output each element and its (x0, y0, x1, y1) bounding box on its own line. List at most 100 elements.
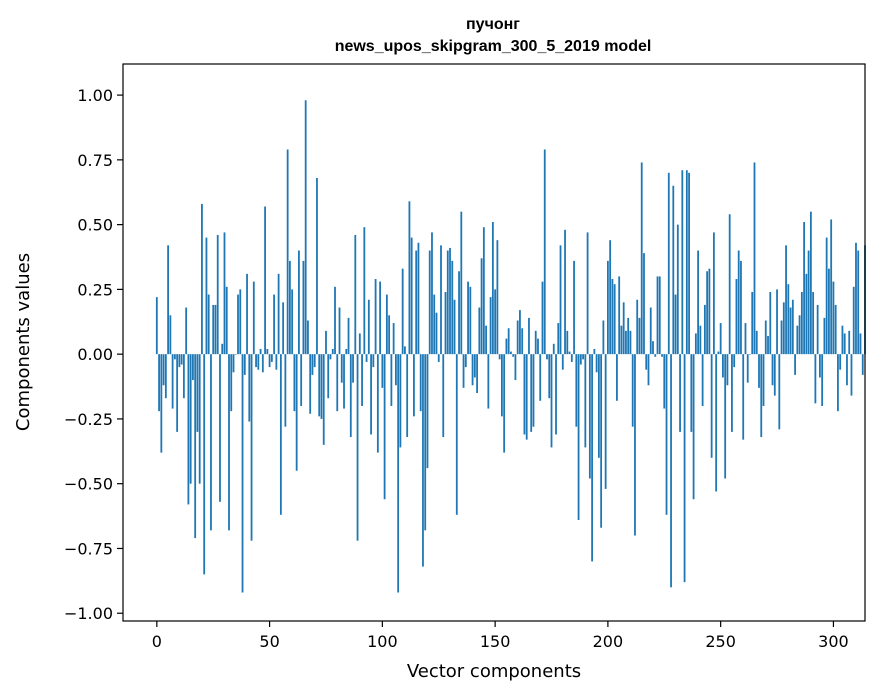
bar (548, 354, 551, 399)
chart-subtitle: news_upos_skipgram_300_5_2019 model (335, 38, 652, 55)
bar (248, 354, 251, 422)
bar (203, 354, 206, 575)
bar (482, 227, 485, 355)
bar (755, 330, 758, 355)
bar (719, 323, 722, 355)
bar (201, 203, 203, 355)
bar (694, 333, 697, 355)
bar (764, 320, 767, 355)
bar (431, 232, 433, 355)
bar (710, 354, 713, 458)
bar (555, 354, 557, 435)
bar (636, 299, 639, 355)
bar (322, 354, 325, 445)
bar (453, 299, 456, 355)
y-axis-label: Components values (13, 253, 34, 431)
bar (372, 354, 375, 368)
x-tick-label: 100 (367, 632, 398, 651)
bar (205, 237, 208, 355)
bar (638, 317, 641, 355)
bar (449, 247, 451, 355)
bar (663, 354, 666, 409)
bar (185, 307, 188, 355)
bar (361, 354, 363, 406)
bar (701, 354, 704, 406)
bar (532, 354, 535, 427)
bar (187, 354, 190, 505)
bar (597, 354, 600, 458)
bar (647, 354, 650, 386)
bar (541, 281, 544, 355)
bar (284, 354, 287, 427)
bar (735, 279, 738, 355)
bar (489, 297, 492, 355)
bar (406, 354, 409, 438)
bar (625, 330, 627, 355)
bar (392, 323, 395, 355)
bar (737, 250, 740, 355)
bar (834, 304, 837, 355)
bar (780, 320, 783, 355)
bar (196, 354, 199, 432)
y-tick-label: −0.50 (64, 475, 113, 494)
bar (670, 354, 672, 588)
bar (679, 354, 681, 432)
bar (803, 222, 805, 355)
bar (825, 237, 828, 355)
bar (773, 354, 776, 396)
bar (210, 354, 212, 531)
bar (182, 354, 185, 399)
bar (286, 149, 289, 355)
bar (307, 320, 309, 355)
bar (627, 317, 630, 355)
bar (207, 294, 210, 355)
bar (331, 348, 334, 355)
bar (469, 286, 472, 355)
bar (652, 341, 654, 355)
bar (444, 291, 447, 355)
bar (778, 354, 781, 430)
bar (715, 354, 718, 492)
bar (616, 354, 618, 401)
bar (539, 354, 542, 401)
bar (259, 348, 262, 355)
bar (661, 354, 663, 357)
bar (385, 294, 388, 355)
bar (568, 351, 571, 355)
bar (241, 354, 244, 593)
bar (491, 222, 494, 355)
bar (631, 354, 634, 427)
bar (476, 354, 478, 394)
bar (173, 354, 176, 360)
bar (458, 271, 460, 355)
bar (843, 333, 846, 355)
bar (681, 170, 684, 355)
bar (428, 250, 431, 355)
bar (320, 354, 323, 419)
bar (794, 354, 796, 375)
bar (216, 234, 219, 355)
x-tick-label: 250 (705, 632, 736, 651)
bar (158, 354, 160, 412)
bar (665, 354, 668, 515)
bar (807, 250, 810, 355)
bar (264, 206, 266, 355)
x-tick-label: 50 (259, 632, 279, 651)
bar (198, 354, 201, 484)
bar (692, 354, 695, 500)
bar (496, 240, 499, 355)
bar (167, 245, 169, 355)
bar (798, 315, 801, 355)
bar (270, 354, 273, 362)
bar (519, 310, 521, 355)
bar (455, 354, 458, 515)
bar (600, 354, 603, 528)
bar (273, 294, 275, 355)
bar (304, 100, 307, 355)
bar (221, 343, 224, 355)
bar (169, 315, 172, 355)
bar (753, 162, 756, 355)
bar (510, 351, 512, 355)
bar (381, 354, 384, 388)
